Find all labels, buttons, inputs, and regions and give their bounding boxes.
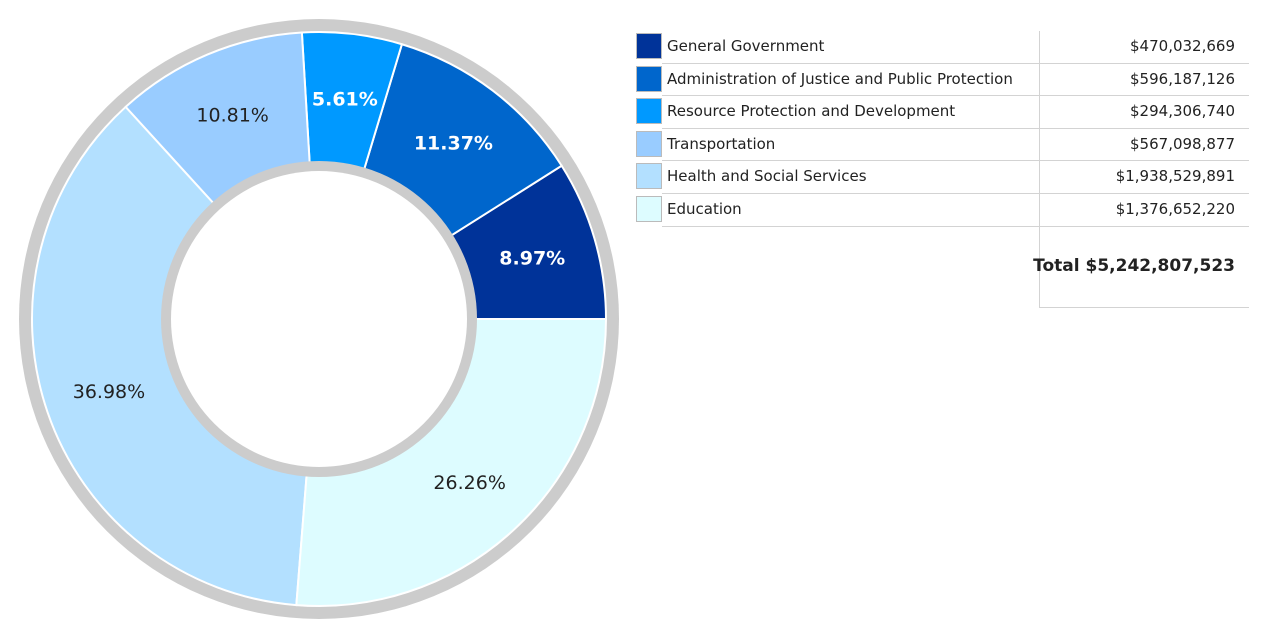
legend-label: Resource Protection and Development	[667, 102, 956, 121]
row-divider	[662, 225, 1249, 227]
slice-percent-label: 10.81%	[196, 104, 268, 126]
slice-percent-label: 36.98%	[73, 381, 145, 403]
legend-swatch	[636, 33, 662, 59]
donut-chart: 8.97% 11.37% 5.61% 10.81% 36.98% 26.26%	[19, 19, 619, 619]
legend-table: General Government $470,032,669 Administ…	[636, 31, 1249, 227]
legend-label: Education	[667, 199, 742, 218]
slice-percent-label: 5.61%	[312, 89, 378, 111]
slice-percent-label: 26.26%	[433, 472, 505, 494]
legend-value: $567,098,877	[1130, 134, 1235, 153]
legend-row: Resource Protection and Development $294…	[636, 96, 1249, 129]
legend-row: Education $1,376,652,220	[636, 194, 1249, 227]
legend-swatch	[636, 130, 662, 157]
row-divider	[662, 192, 1249, 194]
row-divider	[662, 62, 1249, 64]
legend-row: Health and Social Services $1,938,529,89…	[636, 161, 1249, 194]
legend-swatch	[636, 65, 662, 92]
slice-percent-label: 8.97%	[499, 247, 565, 269]
legend-value: $1,376,652,220	[1115, 199, 1235, 218]
legend-value: $1,938,529,891	[1115, 167, 1235, 186]
legend-row: Administration of Justice and Public Pro…	[636, 64, 1249, 97]
legend-row: General Government $470,032,669	[636, 31, 1249, 64]
legend-label: Transportation	[667, 134, 776, 153]
value-column-divider	[1039, 31, 1040, 308]
legend-value: $596,187,126	[1130, 69, 1235, 88]
legend-label: Health and Social Services	[667, 167, 867, 186]
slice-percent-label: 11.37%	[414, 132, 493, 154]
legend-swatch	[636, 195, 662, 222]
donut-hole	[171, 171, 467, 467]
legend-swatch	[636, 98, 662, 125]
legend-swatch	[636, 163, 662, 190]
total-label: Total $5,242,807,523	[1033, 256, 1235, 276]
legend-label: General Government	[667, 37, 825, 55]
legend-value: $294,306,740	[1130, 102, 1235, 121]
legend-row: Transportation $567,098,877	[636, 129, 1249, 162]
legend-label: Administration of Justice and Public Pro…	[667, 69, 1013, 88]
row-divider	[662, 95, 1249, 97]
total-divider	[1039, 307, 1249, 308]
legend-value: $470,032,669	[1130, 37, 1235, 55]
row-divider	[662, 127, 1249, 129]
row-divider	[662, 160, 1249, 162]
